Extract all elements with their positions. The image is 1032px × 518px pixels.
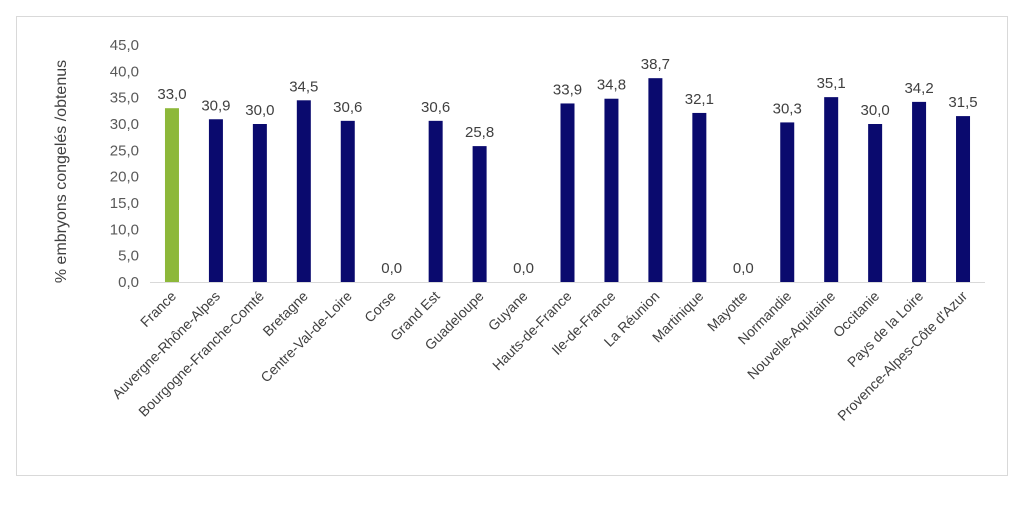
bar	[208, 119, 223, 282]
data-label: 33,9	[553, 81, 582, 98]
data-label: 30,6	[421, 99, 450, 116]
data-label: 35,1	[817, 75, 846, 92]
y-tick-label: 5,0	[118, 248, 139, 265]
y-axis-ticks: 0,0 5,0 10,0 15,0 20,0 25,0 30,0 35,0 40,0 45,0	[110, 37, 139, 291]
y-tick-label: 30,0	[110, 116, 139, 133]
y-tick-label: 0,0	[118, 274, 139, 291]
bar	[252, 124, 267, 282]
bar	[164, 108, 179, 282]
bar	[296, 100, 311, 282]
data-label: 31,5	[948, 94, 977, 111]
x-tick-label: Corse	[361, 288, 399, 326]
data-label: 25,8	[465, 124, 494, 141]
bar	[824, 97, 839, 282]
bar	[648, 78, 663, 283]
data-label: 32,1	[685, 91, 714, 108]
y-tick-label: 45,0	[110, 37, 139, 54]
bar	[692, 112, 707, 282]
bar	[428, 120, 443, 282]
data-label: 30,0	[245, 102, 274, 119]
y-tick-label: 20,0	[110, 169, 139, 186]
bar	[956, 116, 971, 282]
data-labels: 33,0 30,9 30,0 34,5 30,6 0,0 30,6 25,8 0,0 33,9 34…	[157, 56, 977, 277]
y-tick-label: 25,0	[110, 142, 139, 159]
data-label: 38,7	[641, 56, 670, 73]
y-tick-label: 35,0	[110, 90, 139, 107]
bar	[560, 103, 575, 283]
chart-frame	[16, 16, 1008, 476]
data-label: 34,8	[597, 77, 626, 94]
y-axis-title: % embryons congelés /obtenus	[53, 60, 70, 283]
data-label: 33,0	[157, 86, 186, 103]
data-label: 34,2	[904, 80, 933, 97]
bar	[780, 122, 795, 282]
bar	[912, 101, 927, 282]
data-label: 30,9	[201, 97, 230, 114]
bar	[604, 98, 619, 282]
data-label: 30,0	[861, 102, 890, 119]
bar	[340, 120, 355, 282]
x-tick-label: Pays de la Loire	[844, 288, 926, 370]
bar	[472, 146, 487, 282]
x-tick-label: France	[137, 288, 179, 330]
data-label: 0,0	[513, 260, 534, 277]
data-label: 0,0	[381, 260, 402, 277]
data-label: 34,5	[289, 78, 318, 95]
y-tick-label: 40,0	[110, 63, 139, 80]
bar	[868, 124, 883, 282]
bars	[164, 78, 971, 283]
y-tick-label: 10,0	[110, 221, 139, 238]
x-tick-label: Hauts-de-France	[489, 288, 575, 374]
data-label: 0,0	[733, 260, 754, 277]
data-label: 30,3	[773, 100, 802, 117]
x-axis-labels: FranceAuvergne-Rhône-AlpesBourgogne-Fran…	[109, 288, 971, 424]
data-label: 30,6	[333, 99, 362, 116]
y-tick-label: 15,0	[110, 195, 139, 212]
